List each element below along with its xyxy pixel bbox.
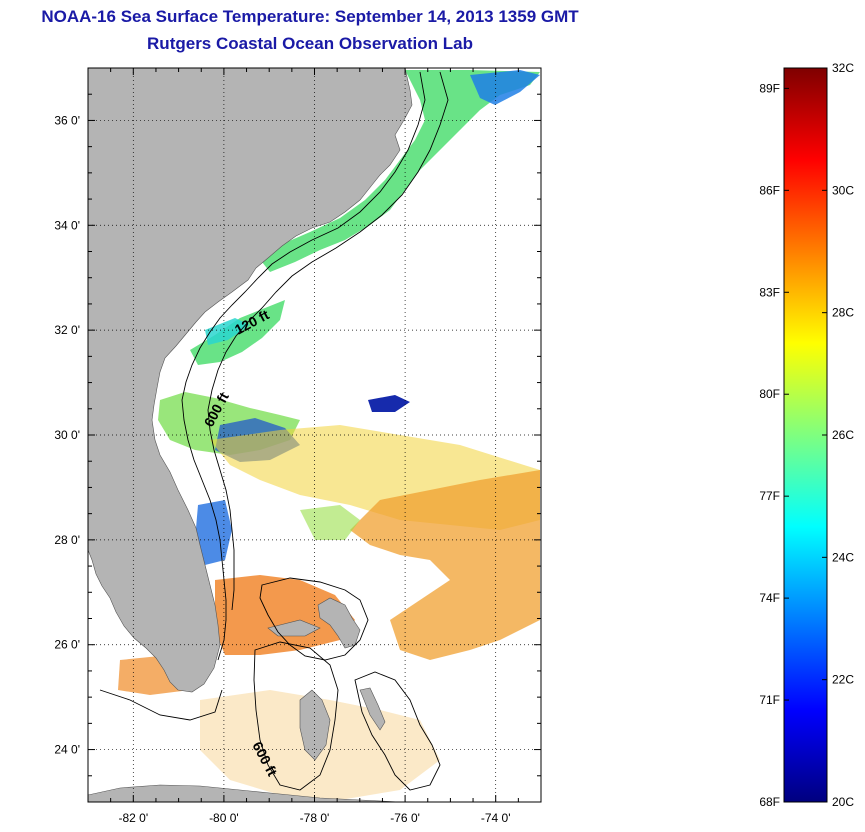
land-cuba bbox=[88, 784, 401, 802]
colorbar-c-label: 30C bbox=[832, 183, 854, 197]
lat-label: 24 0' bbox=[54, 743, 80, 757]
lon-label: -82 0' bbox=[118, 811, 148, 825]
sst-patch-ne-blue bbox=[470, 70, 540, 105]
colorbar-c-label: 24C bbox=[832, 550, 854, 564]
sst-patch-ga-cyan bbox=[205, 318, 250, 345]
sst-patch-fl-east-blue bbox=[195, 500, 232, 565]
lon-label: -78 0' bbox=[300, 811, 330, 825]
land-bahamas-gbi bbox=[267, 619, 321, 637]
bathymetry-contours bbox=[99, 71, 449, 791]
land-southeast-us bbox=[88, 68, 413, 693]
colorbar-f-label: 74F bbox=[759, 591, 780, 605]
colorbar-f-label: 89F bbox=[759, 81, 780, 95]
sst-patch-orange-east bbox=[350, 470, 540, 660]
colorbar-c-label: 32C bbox=[832, 61, 854, 75]
colorbar-c-label: 20C bbox=[832, 795, 854, 809]
axis-ticks bbox=[87, 67, 542, 803]
contour-120ft bbox=[181, 71, 426, 661]
lon-label: -80 0' bbox=[209, 811, 239, 825]
lat-label: 28 0' bbox=[54, 533, 80, 547]
contour-bahamas-outer bbox=[259, 577, 369, 661]
latitude-labels: 36 0' 34 0' 32 0' 30 0' 28 0' 26 0' 24 0' bbox=[54, 113, 80, 756]
lat-label: 34 0' bbox=[54, 218, 80, 232]
lat-label: 36 0' bbox=[54, 113, 80, 127]
land-bahamas-eleuthera bbox=[359, 687, 386, 731]
colorbar-rect bbox=[783, 67, 828, 803]
colorbar-fahrenheit-labels: 89F 86F 83F 80F 77F 74F 71F 68F bbox=[759, 81, 780, 809]
longitude-labels: -82 0' -80 0' -78 0' -76 0' -74 0' bbox=[118, 811, 510, 825]
land-bahamas-andros bbox=[299, 689, 331, 761]
colorbar: 89F 86F 83F 80F 77F 74F 71F 68F 32C 30C 28C 26C 24C… bbox=[759, 61, 854, 809]
colorbar-c-label: 22C bbox=[832, 673, 854, 687]
colorbar-c-label: 28C bbox=[832, 306, 854, 320]
sst-patch-north-coast bbox=[262, 70, 540, 272]
sst-patch-orange-fl-straits bbox=[215, 575, 355, 655]
map-title: NOAA-16 Sea Surface Temperature: Septemb… bbox=[41, 7, 579, 26]
contour-bahamas-south bbox=[253, 641, 339, 791]
lon-label: -76 0' bbox=[390, 811, 420, 825]
contour-600ft bbox=[207, 71, 449, 611]
map-panel: 120 ft 600 ft 600 ft 36 0'34 0'32 0'30 0… bbox=[54, 67, 542, 825]
colorbar-f-label: 86F bbox=[759, 183, 780, 197]
lat-label: 30 0' bbox=[54, 428, 80, 442]
sst-patch-green-east bbox=[300, 505, 360, 540]
map-subtitle: Rutgers Coastal Ocean Observation Lab bbox=[147, 34, 473, 53]
colorbar-f-label: 71F bbox=[759, 693, 780, 707]
lat-label: 32 0' bbox=[54, 323, 80, 337]
lat-label: 26 0' bbox=[54, 638, 80, 652]
colorbar-c-label: 26C bbox=[832, 428, 854, 442]
colorbar-f-label: 68F bbox=[759, 795, 780, 809]
colorbar-f-label: 80F bbox=[759, 387, 780, 401]
colorbar-f-label: 83F bbox=[759, 285, 780, 299]
contour-keys bbox=[99, 689, 223, 721]
colorbar-f-label: 77F bbox=[759, 489, 780, 503]
sst-patch-blue-31n bbox=[368, 395, 410, 412]
colorbar-celsius-labels: 32C 30C 28C 26C 24C 22C 20C bbox=[832, 61, 854, 809]
lon-label: -74 0' bbox=[481, 811, 511, 825]
contour-bahamas-east bbox=[354, 671, 441, 791]
